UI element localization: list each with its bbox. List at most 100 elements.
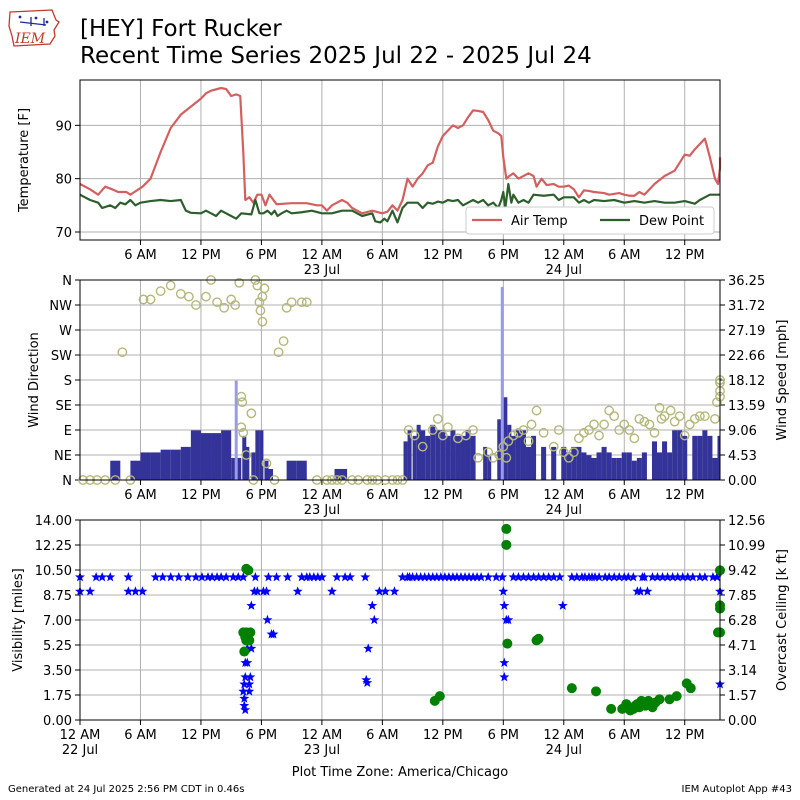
wind-frame (79, 279, 721, 481)
visibility-point (203, 571, 213, 582)
temp-xtick-label: 6 AM (608, 248, 641, 263)
visibility-point (468, 571, 479, 582)
wind-ytick-label: W (59, 324, 72, 339)
visibility-point (397, 571, 408, 582)
wind-xtick-label: 6 AM (608, 488, 641, 503)
wind-speed-bar (571, 446, 577, 480)
wind-direction-point (286, 297, 297, 308)
vis-ytick-label: 10.50 (35, 564, 72, 579)
wind-speed-bar (430, 424, 436, 480)
temp-frame (79, 79, 721, 241)
visibility-point (604, 571, 615, 582)
wind-xtick-sublabel: 23 Jul (304, 503, 340, 518)
wind-y2tick-label: 0.00 (728, 474, 757, 489)
visibility-point (427, 571, 438, 582)
footer-app: IEM Autoplot App #43 (681, 784, 792, 795)
visibility-point (240, 704, 251, 715)
ceiling-point (501, 523, 512, 534)
wind-direction-point (523, 436, 534, 447)
ceiling-point (239, 646, 250, 657)
wind-xtick-label: 6 PM (246, 488, 277, 503)
wind-ytick-label: NE (54, 449, 72, 464)
wind-xtick-label: 12 PM (665, 488, 705, 503)
wind-direction-point (498, 441, 509, 452)
wind-speed-bar (465, 430, 471, 480)
wind-direction-point (165, 280, 176, 291)
visibility-point (652, 571, 663, 582)
visibility-point (304, 571, 315, 582)
wind-speed-bar (551, 446, 557, 480)
visibility-point (367, 600, 378, 610)
visibility-point (123, 586, 134, 596)
ceiling-point (606, 703, 617, 714)
visibility-point (456, 571, 466, 582)
wind-speed-bar (621, 452, 627, 480)
vis-ytick-label: 14.00 (35, 514, 72, 529)
visibility-point (245, 671, 256, 682)
wind-speed-bar (170, 449, 181, 480)
visibility-point (415, 571, 426, 582)
visibility-point (207, 571, 217, 582)
wind-speed-bar (581, 452, 587, 480)
visibility-point (687, 571, 698, 582)
visibility-point (271, 571, 282, 582)
wind-xtick-label: 12 AM (543, 488, 584, 503)
visibility-point (431, 571, 442, 582)
temp-xtick-label: 6 AM (366, 248, 399, 263)
wind-direction-point (201, 291, 211, 302)
wind-direction-point (649, 427, 660, 438)
wind-direction-point (656, 413, 667, 424)
wind-y2tick-label: 31.72 (728, 299, 765, 314)
wind-direction-point (694, 411, 705, 422)
visibility-point (435, 571, 446, 582)
wind-direction-point (579, 427, 589, 438)
visibility-point (239, 693, 250, 703)
wind-direction-point (503, 436, 514, 447)
wind-direction-point (508, 430, 519, 441)
visibility-point (369, 614, 380, 625)
visibility-point (165, 571, 176, 582)
wind-ytick-label: NW (49, 299, 72, 314)
wind-direction-point (629, 433, 640, 444)
wind-direction-point (191, 300, 201, 310)
wind-speed-bar (412, 435, 417, 480)
vis-xtick-label: 12 PM (665, 728, 705, 743)
temp-xtick-label: 12 PM (665, 248, 705, 263)
wind-speed-bar (211, 433, 222, 480)
wind-speed-bar (566, 452, 572, 480)
visibility-point (123, 571, 134, 582)
wind-speed-bar (242, 435, 247, 480)
visibility-point (212, 571, 223, 582)
vis-xtick-label: 12 AM (543, 728, 584, 743)
visibility-point (419, 571, 430, 582)
wind-speed-bar (662, 441, 668, 480)
wind-direction-point (584, 425, 594, 435)
visibility-point (233, 571, 244, 582)
vis-y2tick-label: 4.71 (728, 639, 757, 654)
wind-speed-bar (487, 455, 492, 480)
wind-direction-point (403, 425, 414, 435)
visibility-point (580, 571, 590, 582)
wind-speed-bar (631, 460, 637, 480)
vis-xtick-label: 6 AM (124, 728, 157, 743)
visibility-point (677, 571, 688, 582)
visibility-point (332, 571, 342, 582)
visibility-point (439, 571, 450, 582)
visibility-point (361, 674, 372, 685)
visibility-point (261, 586, 272, 596)
wind-y2tick-label: 18.12 (728, 374, 765, 389)
visibility-point (557, 600, 568, 610)
visibility-point (197, 571, 207, 582)
wind-direction-point (526, 419, 537, 430)
visibility-point (635, 586, 646, 596)
wind-direction-point (427, 425, 438, 435)
wind-direction-point (674, 411, 685, 422)
wind-direction-point (301, 297, 312, 308)
wind-direction-point (138, 294, 149, 305)
chart-subtitle: Recent Time Series 2025 Jul 22 - 2025 Ju… (80, 43, 592, 69)
visibility-point (268, 629, 279, 639)
wind-direction-point (563, 452, 574, 463)
wind-speed-bar (576, 446, 582, 480)
visibility-point (513, 571, 524, 582)
wind-speed-bar (657, 452, 663, 480)
